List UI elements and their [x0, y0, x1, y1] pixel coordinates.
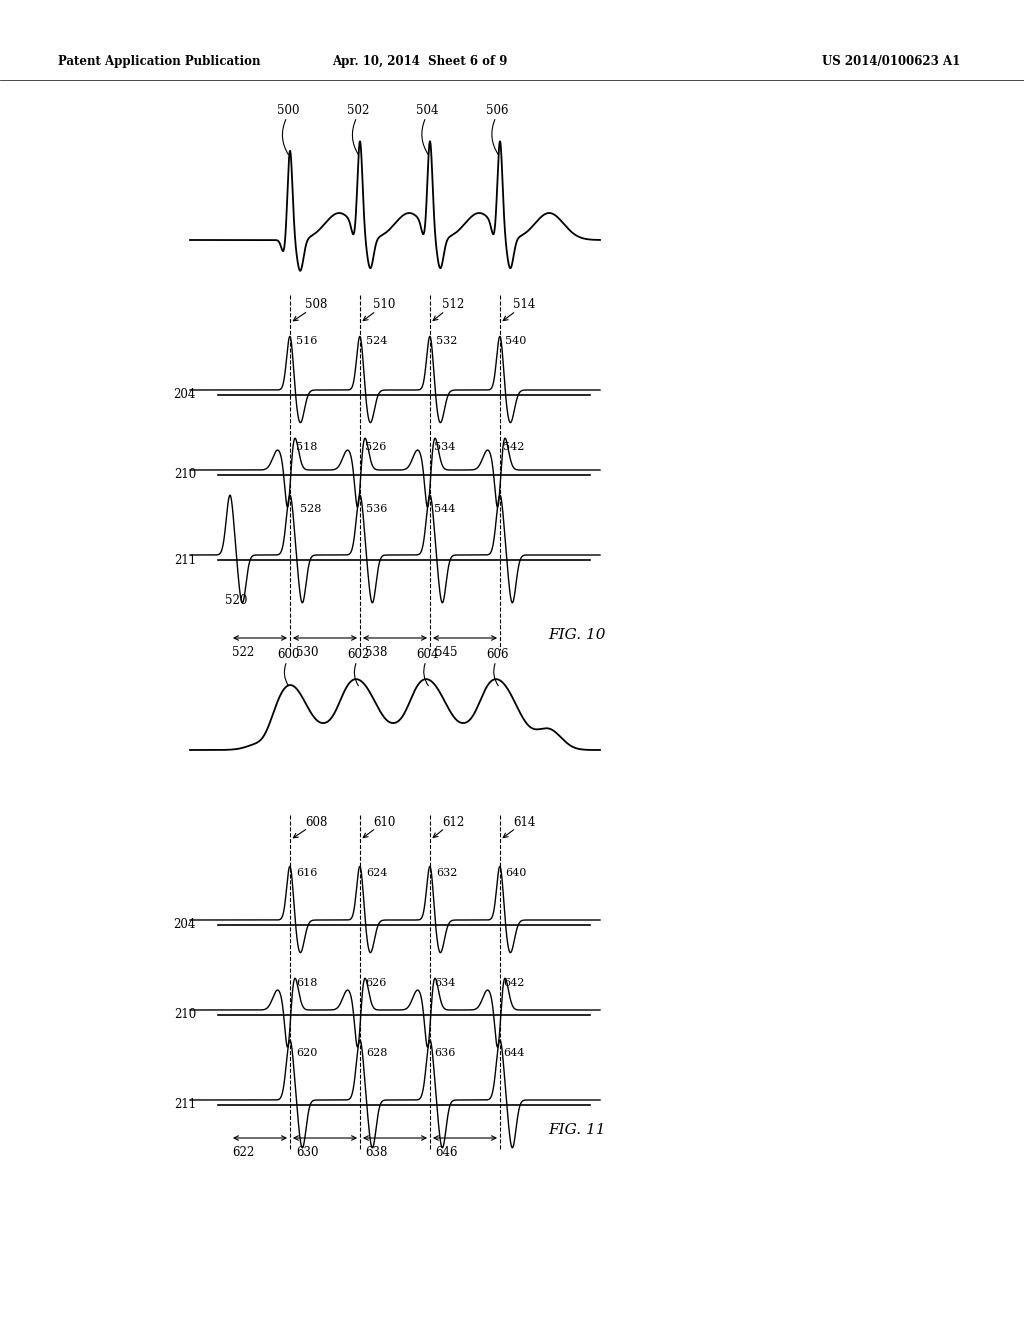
- Text: 520: 520: [225, 594, 248, 606]
- Text: 616: 616: [296, 869, 317, 878]
- Text: 510: 510: [373, 298, 395, 312]
- Text: 500: 500: [278, 103, 299, 116]
- Text: 538: 538: [365, 647, 387, 660]
- Text: 606: 606: [486, 648, 509, 661]
- Text: 642: 642: [503, 978, 524, 987]
- Text: 626: 626: [365, 978, 386, 987]
- Text: 634: 634: [434, 978, 456, 987]
- Text: 512: 512: [442, 298, 464, 312]
- Text: 530: 530: [296, 647, 318, 660]
- Text: 522: 522: [232, 647, 254, 660]
- Text: 622: 622: [232, 1147, 254, 1159]
- Text: 545: 545: [435, 647, 458, 660]
- Text: FIG. 11: FIG. 11: [548, 1123, 605, 1137]
- Text: 604: 604: [416, 648, 438, 661]
- Text: 532: 532: [436, 335, 458, 346]
- Text: 628: 628: [366, 1048, 387, 1059]
- Text: 630: 630: [296, 1147, 318, 1159]
- Text: 636: 636: [434, 1048, 456, 1059]
- Text: 640: 640: [505, 869, 526, 878]
- Text: US 2014/0100623 A1: US 2014/0100623 A1: [821, 55, 961, 69]
- Text: 534: 534: [434, 442, 456, 451]
- Text: 502: 502: [347, 103, 370, 116]
- Text: 608: 608: [305, 816, 328, 829]
- Text: 508: 508: [305, 298, 328, 312]
- Text: Apr. 10, 2014  Sheet 6 of 9: Apr. 10, 2014 Sheet 6 of 9: [333, 55, 508, 69]
- Text: 632: 632: [436, 869, 458, 878]
- Text: 210: 210: [174, 469, 196, 482]
- Text: 612: 612: [442, 816, 464, 829]
- Text: 646: 646: [435, 1147, 458, 1159]
- Text: 210: 210: [174, 1008, 196, 1022]
- Text: 536: 536: [366, 504, 387, 513]
- Text: 204: 204: [174, 388, 196, 401]
- Text: 514: 514: [513, 298, 536, 312]
- Text: FIG. 10: FIG. 10: [548, 628, 605, 642]
- Text: Patent Application Publication: Patent Application Publication: [58, 55, 260, 69]
- Text: 544: 544: [434, 504, 456, 513]
- Text: 524: 524: [366, 335, 387, 346]
- Text: 516: 516: [296, 335, 317, 346]
- Text: 506: 506: [486, 103, 509, 116]
- Text: 614: 614: [513, 816, 536, 829]
- Text: 211: 211: [174, 1098, 196, 1111]
- Text: 620: 620: [296, 1048, 317, 1059]
- Text: 624: 624: [366, 869, 387, 878]
- Text: 542: 542: [503, 442, 524, 451]
- Text: 638: 638: [365, 1147, 387, 1159]
- Text: 526: 526: [365, 442, 386, 451]
- Text: 600: 600: [278, 648, 299, 661]
- Text: 644: 644: [503, 1048, 524, 1059]
- Text: 610: 610: [373, 816, 395, 829]
- Text: 504: 504: [416, 103, 438, 116]
- Text: 540: 540: [505, 335, 526, 346]
- Text: 602: 602: [347, 648, 370, 661]
- Text: 211: 211: [174, 553, 196, 566]
- Text: 528: 528: [300, 504, 322, 513]
- Text: 204: 204: [174, 919, 196, 932]
- Text: 518: 518: [296, 442, 317, 451]
- Text: 618: 618: [296, 978, 317, 987]
